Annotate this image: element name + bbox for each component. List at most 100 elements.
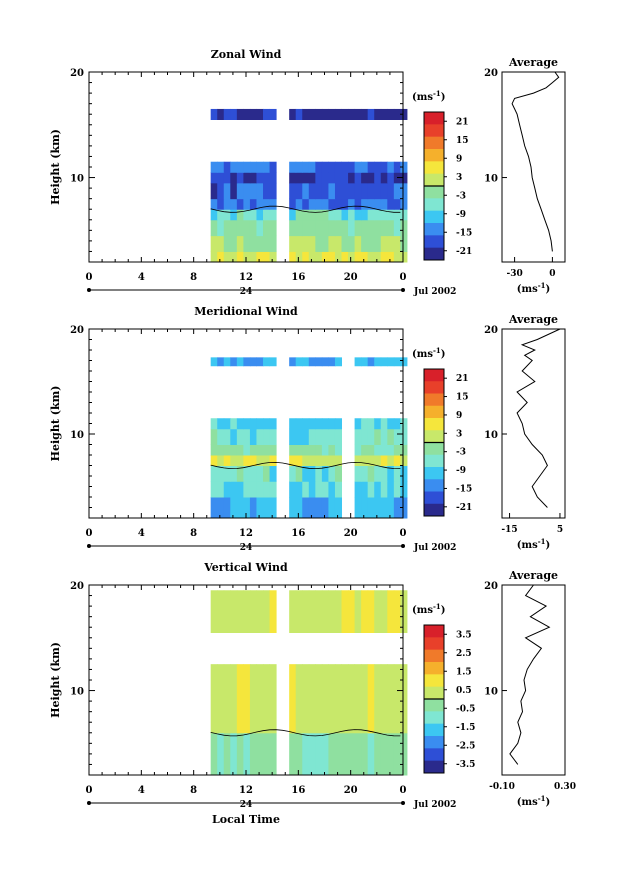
heatmap-cell (249, 161, 257, 173)
y-tick-label: 20 (70, 325, 84, 336)
heatmap-cell (374, 664, 382, 734)
heatmap-cell (400, 182, 408, 200)
heatmap-cell (387, 465, 395, 482)
heatmap-cell (380, 732, 388, 776)
average-profile: Average 20 10 -0.10 0.30 (ms-1) (484, 569, 576, 808)
heatmap-cell (387, 182, 395, 200)
heatmap-cell (249, 465, 257, 482)
heatmap-cell (243, 219, 251, 237)
x-tick-label: 0 (86, 272, 93, 283)
heatmap-cell (367, 497, 375, 519)
heatmap-cell (249, 590, 257, 633)
colorbar-swatch (424, 637, 444, 651)
heatmap-cell (256, 198, 264, 210)
heatmap-cell (334, 357, 343, 367)
heatmap-cell (308, 172, 316, 184)
unit-text: (ms (517, 797, 538, 808)
heatmap-cell (361, 198, 369, 210)
heatmap-cell (308, 182, 316, 200)
heatmap-cell (249, 235, 257, 252)
heatmap-cell (308, 357, 316, 367)
heatmap-cell (249, 497, 257, 519)
colorbar-swatch (424, 161, 444, 175)
profile-line (509, 584, 551, 765)
heatmap-cell (354, 219, 362, 237)
heatmap-cell (400, 209, 408, 221)
colorbar-tick-label: 21 (456, 117, 469, 127)
heatmap-cell (230, 108, 238, 120)
heatmap-cell (315, 418, 323, 430)
profile-y-tick-label: 20 (484, 325, 498, 336)
heatmap-cell (328, 590, 336, 633)
heatmap-cell (217, 182, 225, 200)
heatmap-cell (308, 235, 316, 252)
heatmap-cell (223, 198, 231, 210)
heatmap-cell (249, 209, 257, 221)
heatmap-cell (367, 418, 375, 430)
heatmap-cell (230, 428, 238, 445)
heatmap-cell (393, 182, 401, 200)
colorbar-swatch (424, 760, 444, 774)
heatmap-cell (302, 497, 310, 519)
heatmap-cell (380, 590, 388, 633)
heatmap-cell (302, 182, 310, 200)
heatmap-cell (223, 251, 231, 263)
heatmap-cell (387, 235, 395, 252)
heatmap-cell (217, 465, 225, 482)
heatmap-cell (243, 108, 251, 120)
date-day-label: 24 (240, 287, 253, 297)
heatmap-cell (361, 418, 369, 430)
colorbar-swatch (424, 198, 444, 212)
colorbar-swatch (424, 454, 444, 468)
unit-sup: -1 (538, 537, 546, 546)
heatmap-cell (289, 465, 297, 482)
heatmap-cell (249, 428, 257, 445)
heatmap-cell (230, 465, 238, 482)
date-axis-start (87, 288, 91, 292)
heatmap-cell (354, 455, 362, 466)
heatmap-cell (328, 428, 336, 445)
heatmap-cell (308, 465, 316, 482)
heatmap-cell (367, 209, 375, 221)
heatmap-cell (400, 444, 408, 456)
heatmap-cell (295, 444, 303, 456)
heatmap-cell (217, 444, 225, 456)
heatmap-cell (367, 182, 375, 200)
heatmap-cell (361, 251, 369, 263)
x-tick-label: 4 (138, 528, 145, 539)
colorbar-swatch (424, 186, 444, 199)
heatmap-cell (263, 497, 271, 519)
heatmap-cell (289, 418, 297, 430)
unit-text: (ms (517, 540, 538, 551)
heatmap-cell (367, 172, 375, 184)
heatmap-cell (289, 590, 297, 633)
colorbar-tick-label: -3 (456, 448, 466, 458)
heatmap-cell (249, 732, 257, 776)
heatmap-cell (328, 497, 336, 519)
profile-frame (501, 584, 566, 776)
heatmap-cell (354, 161, 362, 173)
heatmap-cell (328, 444, 336, 456)
unit-sup: -1 (538, 281, 546, 290)
heatmap-cell (393, 235, 401, 252)
heatmap-cell (263, 198, 271, 210)
heatmap-cell (387, 664, 395, 734)
heatmap-cell (387, 444, 395, 456)
heatmap-cell (210, 481, 218, 498)
heatmap-cell (374, 219, 382, 237)
heatmap-cell (210, 732, 218, 776)
heatmap-cell (367, 732, 375, 776)
heatmap-cell (361, 161, 369, 173)
heatmap-cell (263, 590, 271, 633)
unit-close: ) (546, 797, 551, 808)
heatmap-cell (308, 198, 316, 210)
colorbar-tick-label: -21 (456, 503, 472, 513)
heatmap-cell (374, 161, 382, 173)
heatmap-cell (328, 455, 336, 466)
heatmap-cell (243, 251, 251, 263)
heatmap-cell (348, 108, 356, 120)
colorbar-swatch (424, 491, 444, 505)
heatmap-cell (393, 161, 401, 173)
heatmap-cell (269, 235, 277, 252)
heatmap-cell (289, 172, 297, 184)
